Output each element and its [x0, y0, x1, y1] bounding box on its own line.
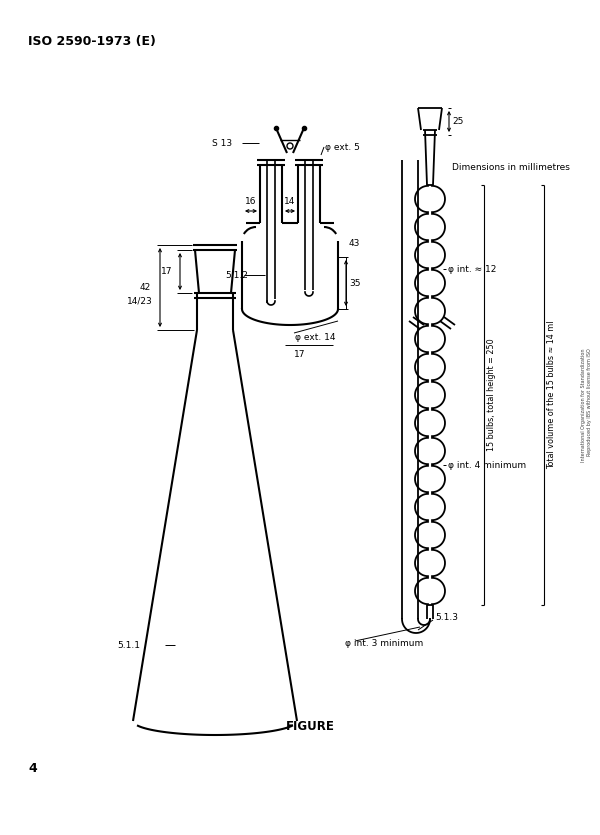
Text: φ int. ≈ 12: φ int. ≈ 12	[448, 265, 496, 274]
Text: 4: 4	[28, 762, 37, 775]
Text: 5.1.3: 5.1.3	[435, 614, 458, 623]
Text: 17: 17	[161, 267, 173, 276]
Text: 14: 14	[284, 197, 296, 206]
Text: 15 bulbs, total height = 250: 15 bulbs, total height = 250	[487, 339, 496, 451]
Text: 5.1.1: 5.1.1	[117, 640, 140, 650]
Text: 25: 25	[452, 117, 463, 126]
Text: 43: 43	[349, 240, 361, 249]
Text: φ ext. 5: φ ext. 5	[325, 143, 360, 151]
Text: 17: 17	[294, 350, 306, 359]
Text: S 13: S 13	[212, 139, 232, 148]
Text: Dimensions in millimetres: Dimensions in millimetres	[452, 163, 570, 172]
Text: 42: 42	[139, 283, 151, 292]
Text: FIGURE: FIGURE	[286, 720, 334, 733]
Text: 5.1.2: 5.1.2	[225, 271, 248, 280]
Text: φ int. 3 minimum: φ int. 3 minimum	[345, 639, 423, 647]
Text: Total volume of the 15 bulbs ≈ 14 ml: Total volume of the 15 bulbs ≈ 14 ml	[547, 321, 556, 469]
Text: 16: 16	[245, 197, 257, 206]
Text: φ int. 4 minimum: φ int. 4 minimum	[448, 460, 526, 469]
Text: 35: 35	[349, 279, 361, 287]
Text: φ ext. 14: φ ext. 14	[295, 332, 335, 342]
Text: International Organization for Standardization
Reproduced by IBS without license: International Organization for Standardi…	[581, 348, 592, 462]
Text: 14/23: 14/23	[127, 297, 153, 306]
Text: ISO 2590-1973 (E): ISO 2590-1973 (E)	[28, 35, 156, 48]
